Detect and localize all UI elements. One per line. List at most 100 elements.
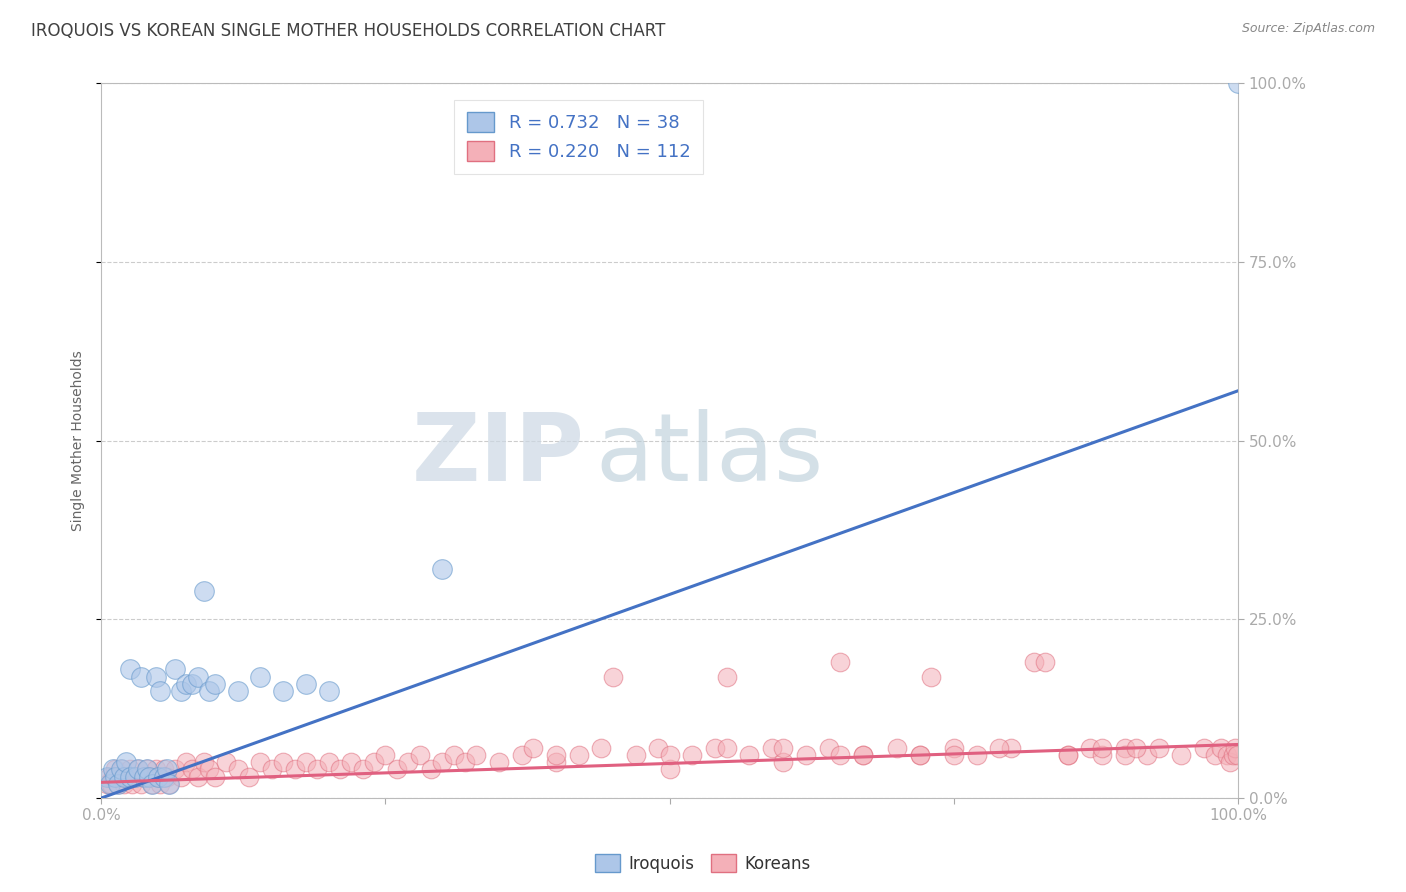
Y-axis label: Single Mother Households: Single Mother Households [72,351,86,531]
Point [107,777,129,791]
Point [624,748,647,763]
Point [443,748,465,763]
Point [432,756,454,770]
Point [260,763,283,777]
Point [238,770,260,784]
Point [966,748,988,763]
Point [432,562,454,576]
Point [465,748,488,763]
Point [1056,748,1078,763]
Point [363,756,385,770]
Point [396,756,419,770]
Point [1147,741,1170,756]
Point [198,763,221,777]
Point [1216,748,1239,763]
Legend: R = 0.732   N = 38, R = 0.220   N = 112: R = 0.732 N = 38, R = 0.220 N = 112 [454,100,703,174]
Point [988,741,1011,756]
Point [1114,748,1136,763]
Point [1056,748,1078,763]
Point [772,756,794,770]
Point [704,741,727,756]
Point [591,741,613,756]
Point [118,662,141,676]
Point [181,763,204,777]
Point [318,684,340,698]
Point [852,748,875,763]
Point [226,763,249,777]
Point [127,763,149,777]
Point [129,669,152,683]
Point [135,763,157,777]
Point [98,770,121,784]
Point [374,748,396,763]
Point [115,756,138,770]
Point [146,770,169,784]
Point [295,677,318,691]
Point [1204,748,1226,763]
Point [1223,741,1246,756]
Point [318,756,340,770]
Point [145,763,167,777]
Point [226,684,249,698]
Point [1219,756,1241,770]
Point [1211,741,1233,756]
Point [187,669,209,683]
Point [295,756,318,770]
Point [204,677,226,691]
Point [96,777,118,791]
Point [1170,748,1192,763]
Point [152,763,174,777]
Point [152,770,174,784]
Point [761,741,783,756]
Point [176,756,198,770]
Point [1136,748,1159,763]
Point [794,748,817,763]
Point [249,756,271,770]
Point [115,770,138,784]
Point [1091,748,1114,763]
Point [1080,741,1102,756]
Point [830,655,852,669]
Point [141,777,163,791]
Point [249,669,271,683]
Point [738,748,761,763]
Point [146,770,169,784]
Point [134,770,156,784]
Point [134,770,156,784]
Point [118,763,141,777]
Point [830,748,852,763]
Point [340,756,363,770]
Point [124,770,146,784]
Point [193,583,215,598]
Point [198,684,221,698]
Point [145,669,167,683]
Point [138,770,160,784]
Point [488,756,510,770]
Point [271,684,294,698]
Point [716,741,738,756]
Text: atlas: atlas [596,409,824,501]
Point [1222,748,1244,763]
Point [942,748,965,763]
Point [1022,655,1045,669]
Point [112,777,135,791]
Point [818,741,841,756]
Point [187,770,209,784]
Point [454,756,477,770]
Point [908,748,931,763]
Point [307,763,329,777]
Point [101,763,124,777]
Point [138,770,160,784]
Point [141,777,163,791]
Point [942,741,965,756]
Point [156,770,179,784]
Legend: Iroquois, Koreans: Iroquois, Koreans [589,847,817,880]
Point [420,763,443,777]
Point [1227,77,1250,91]
Point [176,677,198,691]
Point [408,748,430,763]
Point [647,741,669,756]
Point [170,770,193,784]
Text: ZIP: ZIP [412,409,585,501]
Point [544,748,567,763]
